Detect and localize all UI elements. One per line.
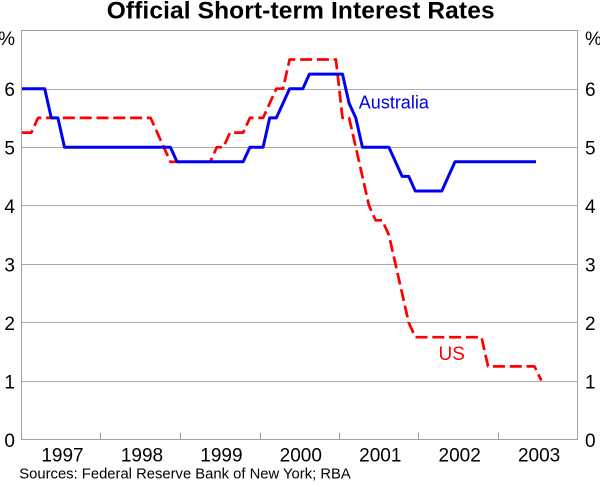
svg-text:US: US — [439, 344, 465, 365]
svg-text:6: 6 — [4, 80, 15, 101]
svg-text:%: % — [585, 29, 600, 50]
svg-text:1: 1 — [585, 372, 596, 393]
svg-text:Sources: Federal Reserve Bank: Sources: Federal Reserve Bank of New Yor… — [19, 466, 351, 482]
svg-text:1999: 1999 — [200, 446, 242, 467]
svg-text:Australia: Australia — [359, 92, 430, 112]
svg-text:0: 0 — [585, 431, 596, 452]
svg-text:5: 5 — [4, 139, 15, 160]
svg-text:0: 0 — [4, 431, 15, 452]
svg-text:%: % — [0, 29, 15, 50]
svg-text:5: 5 — [585, 139, 596, 160]
svg-text:2: 2 — [4, 314, 15, 335]
svg-text:Official Short-term Interest R: Official Short-term Interest Rates — [107, 0, 495, 25]
svg-text:4: 4 — [585, 197, 596, 218]
svg-text:2003: 2003 — [518, 446, 560, 467]
svg-text:6: 6 — [585, 80, 596, 101]
svg-text:1997: 1997 — [41, 446, 83, 467]
svg-text:2001: 2001 — [359, 446, 401, 467]
svg-text:1: 1 — [4, 372, 15, 393]
svg-text:2000: 2000 — [280, 446, 322, 467]
svg-text:1998: 1998 — [121, 446, 163, 467]
svg-text:3: 3 — [4, 255, 15, 276]
svg-text:3: 3 — [585, 255, 596, 276]
svg-text:2002: 2002 — [439, 446, 481, 467]
svg-text:4: 4 — [4, 197, 15, 218]
svg-text:2: 2 — [585, 314, 596, 335]
